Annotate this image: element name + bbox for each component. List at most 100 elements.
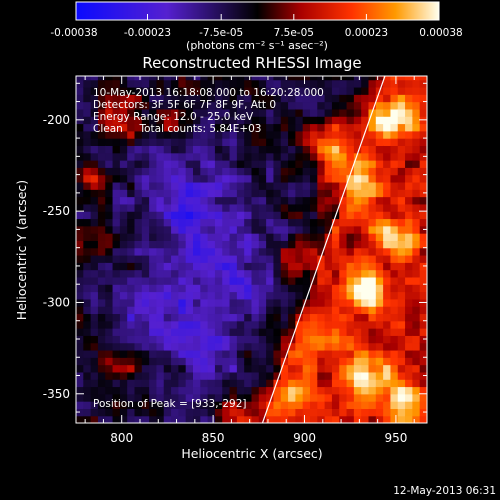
heatmap-cell	[178, 371, 187, 380]
heatmap-cell	[251, 233, 260, 241]
heatmap-cell	[339, 167, 348, 176]
heatmap-cell	[368, 138, 377, 146]
heatmap-cell	[317, 247, 326, 256]
heatmap-cell	[310, 189, 318, 198]
heatmap-cell	[222, 408, 231, 417]
heatmap-cell	[339, 101, 348, 110]
heatmap-cell	[112, 123, 121, 132]
heatmap-cell	[105, 203, 114, 212]
heatmap-cell	[200, 138, 209, 146]
heatmap-cell	[97, 371, 106, 380]
heatmap-cell	[105, 167, 114, 176]
heatmap-cell	[83, 189, 92, 198]
heatmap-cell	[324, 240, 333, 249]
heatmap-cell	[149, 320, 158, 329]
heatmap-cell	[361, 167, 370, 176]
heatmap-cell	[397, 408, 406, 417]
heatmap-cell	[258, 174, 267, 183]
heatmap-cell	[302, 101, 311, 110]
heatmap-cell	[90, 254, 99, 263]
heatmap-cell	[310, 152, 318, 161]
heatmap-cell	[353, 408, 362, 417]
heatmap-cell	[324, 247, 333, 256]
heatmap-cell	[419, 233, 427, 241]
heatmap-cell	[383, 79, 392, 88]
heatmap-cell	[310, 218, 318, 227]
heatmap-cell	[353, 298, 362, 307]
heatmap-cell	[141, 94, 150, 103]
heatmap-cell	[383, 269, 392, 278]
heatmap-cell	[368, 167, 377, 176]
heatmap-cell	[419, 320, 427, 329]
heatmap-cell	[419, 174, 427, 183]
heatmap-cell	[193, 130, 201, 139]
heatmap-cell	[185, 196, 194, 205]
heatmap-cell	[119, 101, 128, 110]
heatmap-cell	[288, 313, 296, 322]
heatmap-cell	[200, 160, 209, 168]
heatmap-cell	[266, 262, 275, 271]
heatmap-cell	[222, 284, 231, 293]
heatmap-cell	[258, 284, 267, 293]
heatmap-cell	[383, 276, 392, 285]
heatmap-cell	[112, 86, 121, 95]
heatmap-cell	[405, 262, 413, 271]
heatmap-cell	[353, 218, 362, 227]
heatmap-cell	[97, 203, 106, 212]
heatmap-cell	[258, 138, 267, 146]
heatmap-cell	[273, 371, 282, 380]
heatmap-cell	[236, 167, 245, 176]
heatmap-cell	[361, 328, 370, 336]
heatmap-cell	[112, 174, 121, 183]
heatmap-cell	[90, 386, 99, 395]
heatmap-cell	[390, 86, 399, 95]
heatmap-cell	[134, 79, 143, 88]
heatmap-cell	[76, 130, 84, 139]
heatmap-cell	[419, 196, 427, 205]
heatmap-cell	[280, 284, 289, 293]
heatmap-cell	[141, 218, 150, 227]
heatmap-cell	[310, 320, 318, 329]
heatmap-cell	[302, 233, 311, 241]
heatmap-cell	[171, 320, 179, 329]
heatmap-cell	[310, 349, 318, 358]
heatmap-cell	[295, 342, 304, 351]
heatmap-cell	[405, 189, 413, 198]
heatmap-cell	[185, 116, 194, 125]
heatmap-cell	[185, 313, 194, 322]
heatmap-cell	[105, 211, 114, 220]
heatmap-cell	[207, 313, 216, 322]
heatmap-cell	[90, 328, 99, 336]
heatmap-cell	[163, 349, 172, 358]
heatmap-cell	[119, 94, 128, 103]
heatmap-cell	[346, 364, 355, 373]
heatmap-cell	[207, 320, 216, 329]
heatmap-cell	[185, 284, 194, 293]
heatmap-cell	[339, 379, 348, 388]
heatmap-cell	[163, 320, 172, 329]
heatmap-cell	[375, 335, 384, 344]
heatmap-cell	[90, 167, 99, 176]
heatmap-cell	[397, 76, 406, 81]
heatmap-cell	[383, 181, 392, 190]
heatmap-cell	[390, 284, 399, 293]
heatmap-cell	[280, 86, 289, 95]
heatmap-cell	[324, 276, 333, 285]
heatmap-cell	[178, 415, 187, 423]
heatmap-cell	[302, 349, 311, 358]
heatmap-cell	[346, 174, 355, 183]
heatmap-cell	[295, 160, 304, 168]
heatmap-cell	[178, 196, 187, 205]
heatmap-cell	[185, 233, 194, 241]
heatmap-cell	[397, 233, 406, 241]
heatmap-cell	[141, 181, 150, 190]
heatmap-cell	[156, 393, 165, 402]
heatmap-cell	[361, 379, 370, 388]
heatmap-cell	[193, 152, 201, 161]
heatmap-cell	[236, 101, 245, 110]
heatmap-cell	[339, 357, 348, 366]
heatmap-cell	[97, 211, 106, 220]
heatmap-cell	[178, 306, 187, 315]
heatmap-cell	[171, 116, 179, 125]
annotation-energy: Energy Range: 12.0 - 25.0 keV	[93, 111, 254, 123]
